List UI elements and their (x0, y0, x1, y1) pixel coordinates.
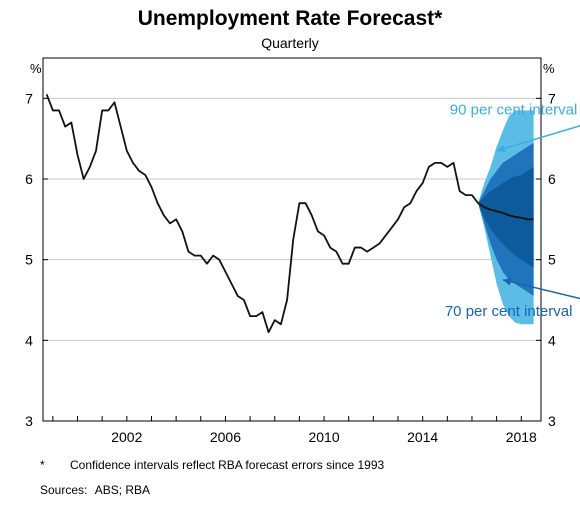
confidence-bands (478, 110, 534, 325)
annotation-arrowhead-0 (496, 144, 506, 153)
ytick-label-right-6: 6 (548, 171, 556, 187)
plot-frame (42, 57, 542, 422)
annotation-label-1: 70 per cent interval (445, 303, 573, 320)
ytick-label-left-7: 7 (25, 90, 33, 106)
axis-ticks: 3 3 4 4 5 5 6 6 7 7 2002 2006 2010 2014 2018 (25, 90, 556, 445)
band-core (478, 166, 534, 268)
xtick-label-2010: 2010 (308, 429, 339, 445)
ytick-label-left-3: 3 (25, 413, 33, 429)
sources-label: Sources: (40, 483, 88, 497)
annotations: 90 per cent interval 70 per cent interval (445, 101, 580, 320)
annotation-label-0: 90 per cent interval (450, 101, 578, 118)
ytick-label-right-4: 4 (548, 332, 556, 348)
ytick-label-left-4: 4 (25, 332, 33, 348)
xtick-label-2002: 2002 (111, 429, 142, 445)
xtick-label-2014: 2014 (407, 429, 438, 445)
ytick-label-right-5: 5 (548, 252, 556, 268)
ytick-label-left-5: 5 (25, 252, 33, 268)
sources: Sources: ABS; RBA (40, 483, 150, 497)
footnote-text: Confidence intervals reflect RBA forecas… (70, 458, 385, 472)
annotation-arrow-line-0 (496, 125, 580, 152)
right-unit-label: % (543, 61, 555, 76)
xtick-label-2006: 2006 (210, 429, 241, 445)
footnote-marker: * (40, 458, 45, 472)
chart-subtitle: Quarterly (261, 35, 319, 51)
plot-border (42, 57, 542, 422)
xtick-label-2018: 2018 (506, 429, 537, 445)
ytick-label-left-6: 6 (25, 171, 33, 187)
historical-line (45, 93, 479, 334)
sources-text: ABS; RBA (94, 483, 151, 497)
left-unit-label: % (30, 61, 42, 76)
chart-title: Unemployment Rate Forecast* (138, 7, 443, 30)
footnote: * Confidence intervals reflect RBA forec… (40, 458, 384, 472)
forecast-line (477, 202, 534, 221)
ytick-label-right-7: 7 (548, 90, 556, 106)
series-lines (45, 93, 534, 334)
ytick-label-right-3: 3 (548, 413, 556, 429)
grid-lines (43, 97, 541, 341)
annotation-arrowhead-1 (502, 277, 512, 286)
